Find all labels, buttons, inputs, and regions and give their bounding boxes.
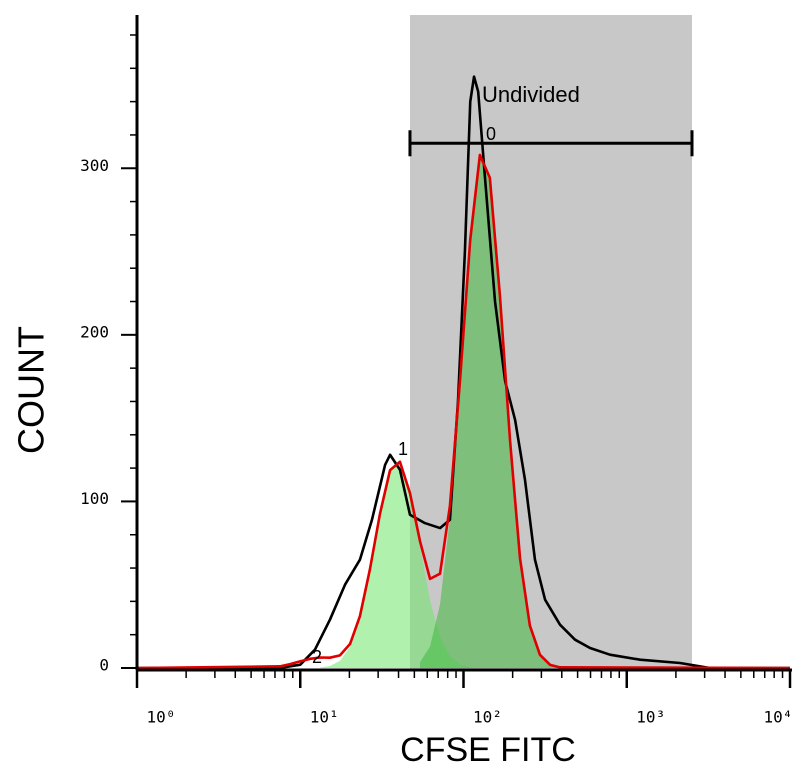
peak-label: 0 xyxy=(486,124,496,144)
x-tick-label: 10¹ xyxy=(310,708,339,727)
generation-peak xyxy=(319,461,471,668)
x-tick-label: 10³ xyxy=(636,708,665,727)
x-tick-label: 10² xyxy=(473,708,502,727)
x-tick-label: 10⁴ xyxy=(764,708,792,727)
y-tick-label: 300 xyxy=(80,156,109,175)
generation-peak xyxy=(420,154,560,668)
y-tick-label: 0 xyxy=(99,656,109,675)
y-tick-label: 200 xyxy=(80,322,109,341)
gate-label: Undivided xyxy=(482,82,580,107)
y-axis-title: COUNT xyxy=(11,326,52,454)
peak-label: 1 xyxy=(398,439,408,459)
histogram-line xyxy=(136,153,791,670)
x-tick-label: 10⁰ xyxy=(147,708,176,727)
y-tick-label: 100 xyxy=(80,489,109,508)
histogram-line xyxy=(137,75,790,670)
peak-label: 2 xyxy=(312,647,322,667)
x-axis-title: CFSE FITC xyxy=(400,731,576,769)
